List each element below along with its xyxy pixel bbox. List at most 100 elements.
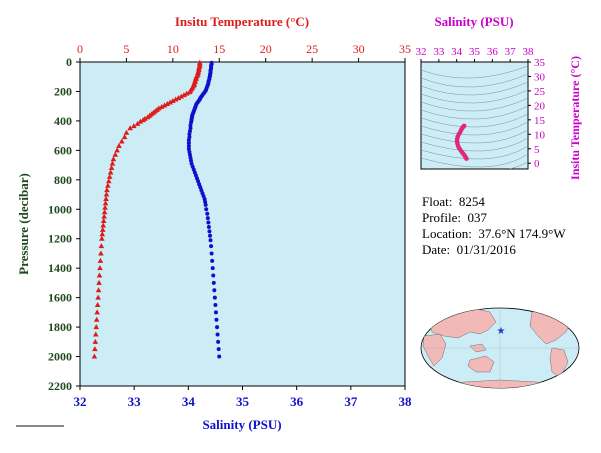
ts-salinity-tick-label: 33: [433, 46, 445, 58]
temperature-point: [181, 92, 187, 98]
salinity-point: [205, 216, 210, 221]
salinity-tick-label: 33: [128, 394, 142, 409]
pressure-tick-label: 2000: [48, 350, 72, 364]
temperature-point: [158, 103, 165, 109]
temperature-point: [183, 90, 190, 96]
salinity-axis-title: Salinity (PSU): [202, 417, 281, 432]
ts-salinity-tick-label: 35: [469, 46, 481, 58]
salinity-point: [203, 202, 208, 207]
ts-salinity-title: Salinity (PSU): [434, 14, 513, 29]
ts-salinity-tick-label: 37: [505, 46, 517, 58]
pressure-tick-label: 800: [54, 173, 72, 187]
temperature-point: [140, 117, 146, 123]
temperature-point: [97, 265, 103, 271]
salinity-point: [213, 303, 218, 307]
temperature-axis-title: Insitu Temperature (°C): [175, 14, 309, 29]
location-value: 37.6°N 174.9°W: [478, 226, 566, 241]
date-line: Date: 01/31/2016: [422, 242, 516, 258]
salinity-point: [186, 141, 191, 145]
temperature-point: [144, 114, 151, 120]
temperature-point: [175, 95, 182, 101]
pressure-tick-label: 1600: [48, 291, 72, 305]
date-label: Date:: [422, 242, 451, 257]
temperature-point: [94, 309, 100, 315]
temperature-point: [178, 93, 185, 99]
ts-salinity-tick-label: 36: [487, 46, 499, 58]
salinity-point: [204, 207, 209, 212]
salinity-tick-label: 37: [344, 394, 358, 409]
temperature-tick-label: 5: [123, 42, 129, 56]
temperature-point: [108, 165, 115, 171]
location-label: Location:: [422, 226, 472, 241]
temperature-point: [95, 287, 102, 293]
temperature-point: [116, 142, 122, 148]
salinity-point: [212, 288, 217, 293]
pressure-tick-label: 200: [54, 84, 72, 98]
salinity-point: [212, 295, 217, 300]
temperature-point: [93, 324, 100, 330]
temperature-point: [99, 231, 106, 237]
temperature-tick-label: 25: [306, 42, 318, 56]
salinity-point: [210, 266, 215, 271]
salinity-point: [217, 354, 222, 359]
temperature-point: [92, 331, 99, 337]
profile-axes: 0 5 10 15 20 25 30 35 32 33 34 35 36 37 38 0 200 400 600 80…: [48, 42, 412, 409]
pressure-tick-label: 1400: [48, 261, 72, 275]
temperature-point: [97, 257, 104, 263]
pressure-tick-label: 0: [66, 55, 72, 69]
australia-landmass: [467, 355, 495, 373]
profile-plot-area: [79, 61, 406, 387]
land-masses: [421, 308, 579, 388]
temperature-point: [99, 235, 105, 241]
salinity-point: [215, 332, 220, 337]
temperature-point: [167, 99, 173, 105]
pressure-tick-label: 400: [54, 114, 72, 128]
temperature-point: [93, 316, 100, 322]
salinity-point: [207, 229, 212, 234]
profile-value: 037: [467, 210, 488, 225]
ts-salinity-tick-label: 32: [416, 46, 427, 58]
temperature-point: [103, 195, 109, 201]
ts-temperature-tick-label: 20: [534, 100, 546, 112]
float-label: Float:: [422, 194, 453, 209]
salinity-point: [214, 317, 219, 322]
ts-temperature-tick-label: 35: [534, 57, 546, 69]
temperature-point: [112, 151, 119, 157]
salinity-point: [210, 258, 215, 263]
temperature-point: [95, 294, 101, 300]
ts-temperature-tick-label: 10: [534, 129, 546, 141]
temperature-point: [98, 243, 105, 249]
salinity-point: [216, 339, 221, 344]
salinity-point: [186, 138, 191, 143]
salinity-point: [211, 280, 216, 285]
ts-temperature-tick-label: 15: [534, 115, 546, 127]
salinity-point: [213, 310, 218, 315]
salinity-point: [209, 251, 214, 256]
profile-label: Profile:: [422, 210, 461, 225]
temperature-point: [164, 100, 171, 106]
profile-marks: [91, 59, 222, 359]
ts-temperature-tick-label: 0: [534, 158, 540, 170]
float-value: 8254: [458, 194, 485, 209]
ts-temperature-tick-label: 25: [534, 86, 546, 98]
pressure-tick-label: 1800: [48, 320, 72, 334]
temperature-point: [105, 182, 111, 188]
salinity-point: [186, 143, 191, 148]
temperature-tick-label: 15: [213, 42, 225, 56]
temperature-point: [170, 98, 176, 104]
ts-diagram: 32 33 34 35 36 37 38 0 5 10 15 20 25 30 35 Salinity (P…: [416, 14, 583, 180]
temperature-point: [101, 213, 107, 219]
density-contours: [421, 65, 528, 169]
temperature-point: [104, 187, 110, 193]
temperature-tick-label: 35: [399, 42, 411, 56]
pressure-tick-label: 600: [54, 143, 72, 157]
location-line: Location: 37.6°N 174.9°W: [422, 226, 566, 242]
ts-temperature-tick-label: 30: [534, 71, 546, 83]
temperature-point: [134, 120, 141, 126]
float-location-star-icon: ★: [497, 326, 506, 337]
temperature-point: [102, 200, 109, 206]
temperature-point: [105, 178, 112, 184]
temperature-tick-label: 20: [260, 42, 272, 56]
temperature-point: [109, 160, 116, 166]
